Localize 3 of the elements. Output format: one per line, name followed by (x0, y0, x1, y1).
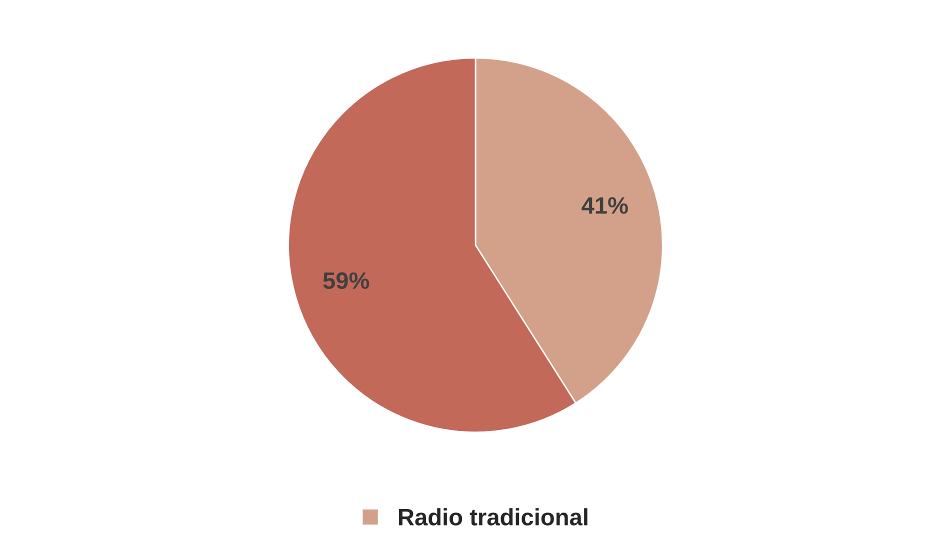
legend-label: Radio tradicional (399, 508, 588, 526)
data-label: 59% (323, 272, 370, 290)
data-label: 41% (582, 197, 628, 214)
